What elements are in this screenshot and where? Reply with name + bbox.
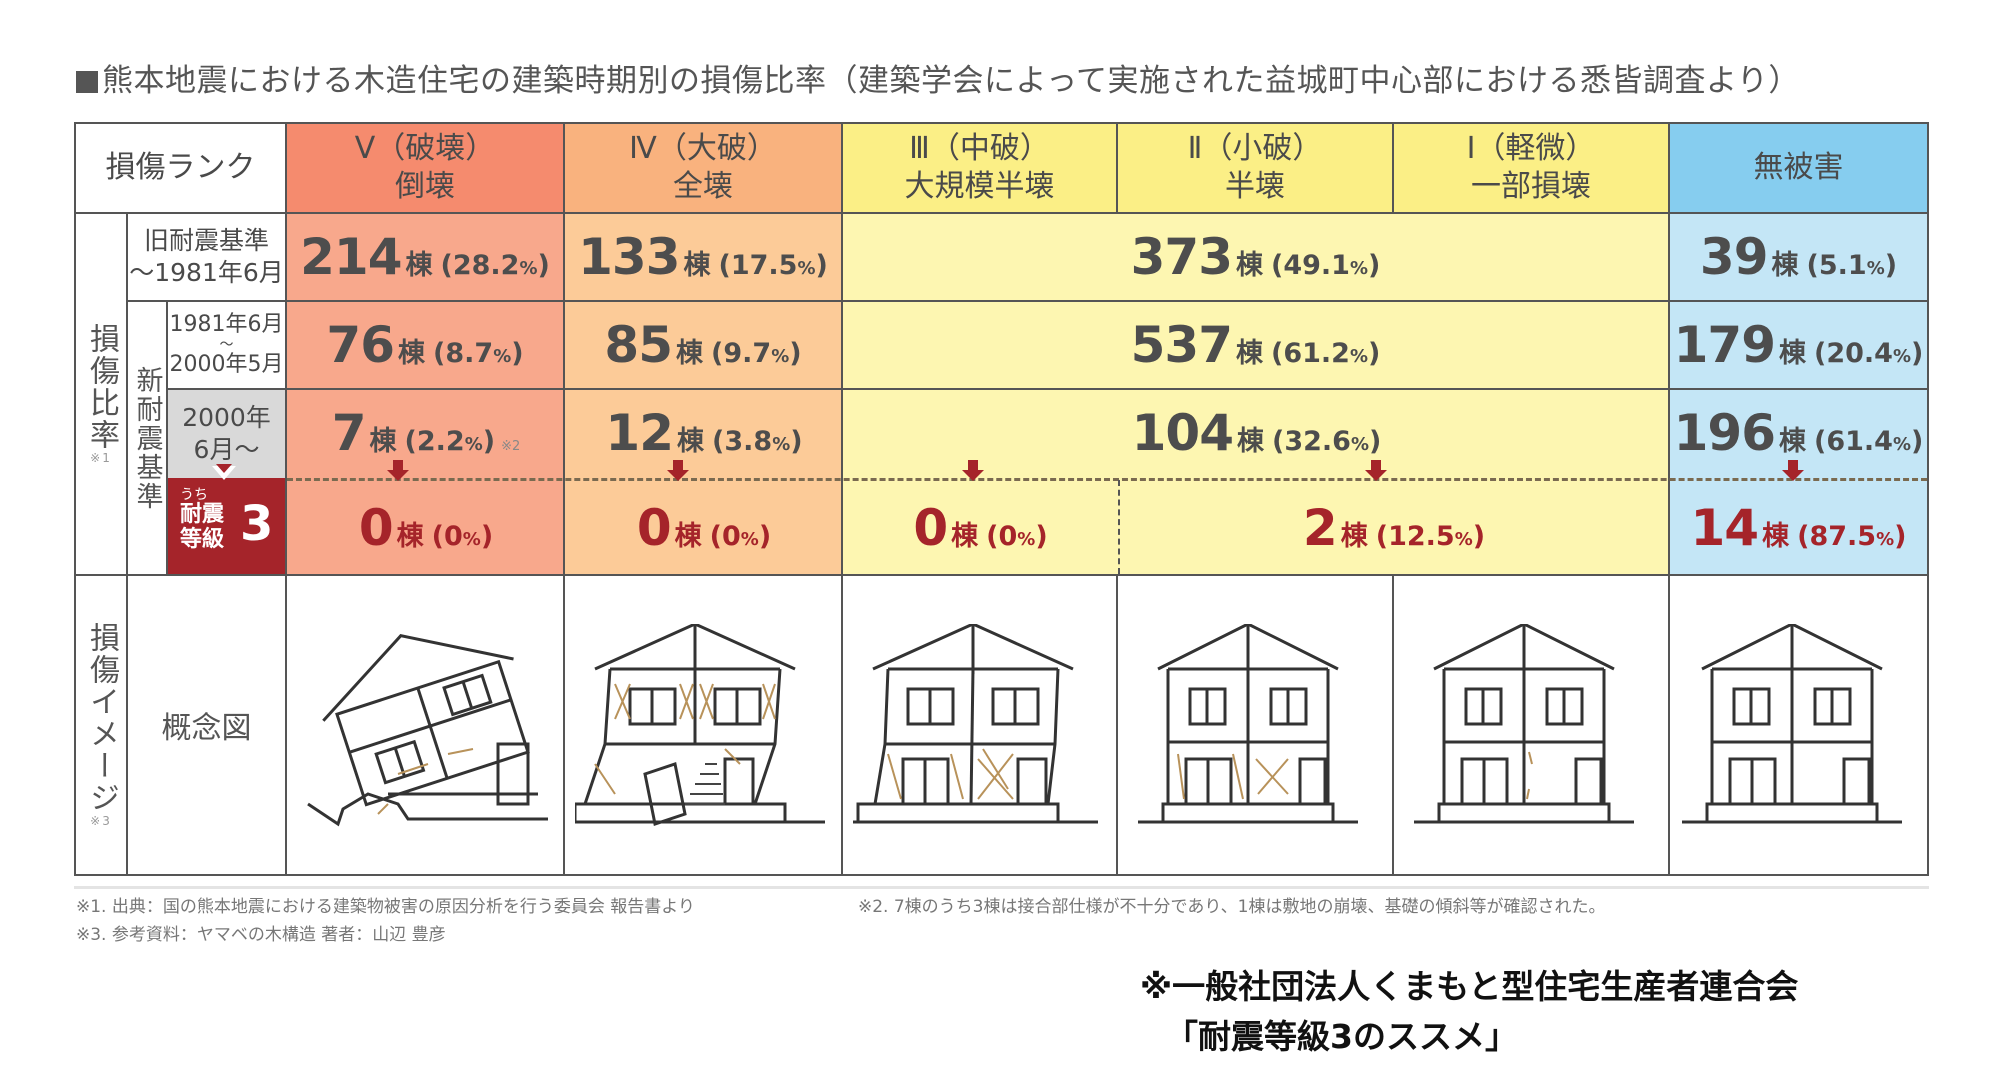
col-header-rank3: Ⅲ（中破） 大規模半壊 [843,124,1118,214]
page-title: 熊本地震における木造住宅の建築時期別の損傷比率（建築学会によって実施された益城町… [76,55,1800,100]
cell-grade3-rank2-1: 2 棟 (12.5%) [1302,499,1486,557]
cell-grade3-rank4: 0 棟 (0%) [636,499,772,557]
row-label-seismic-grade-3: うち 耐震 等級 3 [168,464,287,576]
col-header-rank5: Ⅴ（破壊） 倒壊 [287,124,565,214]
dashed-divider [287,478,1927,481]
side-label-new-standard: 新耐震基準 [128,302,168,576]
severely-damaged-house-icon [575,624,825,826]
row-label-1981-2000: 1981年6月 〜 2000年5月 [168,302,287,390]
undamaged-house-icon [1682,624,1902,824]
cell-mid-no-damage: 179 棟 (20.4%) [1670,302,1927,390]
footnote-1: ※1. 出典：国の熊本地震における建築物被害の原因分析を行う委員会 報告書より [76,897,695,917]
row-label-2000-onward: 2000年 6月〜 [168,390,287,478]
cell-grade3-rank3: 0 棟 (0%) [913,499,1048,557]
cell-new-no-damage: 196 棟 (61.4%) [1673,404,1924,462]
col-header-rank1: Ⅰ（軽微） 一部損壊 [1394,124,1670,214]
image-cell-rank3 [843,576,1118,874]
footnote-2: ※2. 7棟のうち3棟は接合部仕様が不十分であり、1棟は敷地の崩壊、基礎の傾斜等… [858,897,1606,917]
image-cell-rank2 [1118,576,1394,874]
col-header-rank2: Ⅱ（小破） 半壊 [1118,124,1394,214]
cell-old-rank3-1: 373 棟 (49.1%) [843,214,1670,302]
slightly-damaged-house-icon [1414,624,1634,824]
minor-damaged-house-icon [1138,624,1358,824]
cell-grade3-rank5: 0 棟 (0%) [358,499,494,557]
side-label-damage-ratio: 損傷比率 ※1 [76,214,128,576]
cell-mid-rank5: 76 棟 (8.7%) [287,302,565,390]
cell-mid-rank3-1: 537 棟 (61.2%) [843,302,1670,390]
image-cell-rank4 [565,576,843,874]
image-row-label: 概念図 [128,576,287,874]
moderately-damaged-house-icon [853,624,1098,824]
square-bullet-icon [76,71,98,93]
cell-mid-rank4: 85 棟 (9.7%) [565,302,843,390]
cell-new-rank5: 7 棟 (2.2%) ※2 [331,404,521,462]
col-header-no-damage: 無被害 [1670,124,1927,214]
cell-new-rank3-1: 104 棟 (32.6%) [1131,404,1382,462]
col-header-rank4: Ⅳ（大破） 全壊 [565,124,843,214]
image-cell-rank1 [1394,576,1670,874]
collapsed-house-icon [307,634,548,827]
footnote-divider [74,886,1929,889]
side-label-damage-image: 損傷イメージ ※3 [76,576,128,874]
cell-old-no-damage: 39 棟 (5.1%) [1670,214,1927,302]
credit-publication: 「耐震等級3のススメ」 [1165,1017,1518,1056]
row-label-old-standard: 旧耐震基準 〜1981年6月 [128,214,287,302]
credit-organization: ※一般社団法人くまもと型住宅生産者連合会 [1140,967,1799,1006]
cell-old-rank5: 214 棟 (28.2%) [287,214,565,302]
cell-old-rank4: 133 棟 (17.5%) [565,214,843,302]
corner-label: 損傷ランク [76,124,287,214]
damage-ratio-table: 損傷ランク Ⅴ（破壊） 倒壊 Ⅳ（大破） 全壊 Ⅲ（中破） 大規模半壊 Ⅱ（小破） 半壊… [74,122,1929,876]
cell-grade3-no-damage: 14 棟 (87.5%) [1690,499,1907,557]
dashed-divider-vertical [1118,480,1120,574]
cell-new-rank4: 12 棟 (3.8%) [605,404,803,462]
footnote-3: ※3. 参考資料：ヤマベの木構造 著者：山辺 豊彦 [76,925,446,945]
